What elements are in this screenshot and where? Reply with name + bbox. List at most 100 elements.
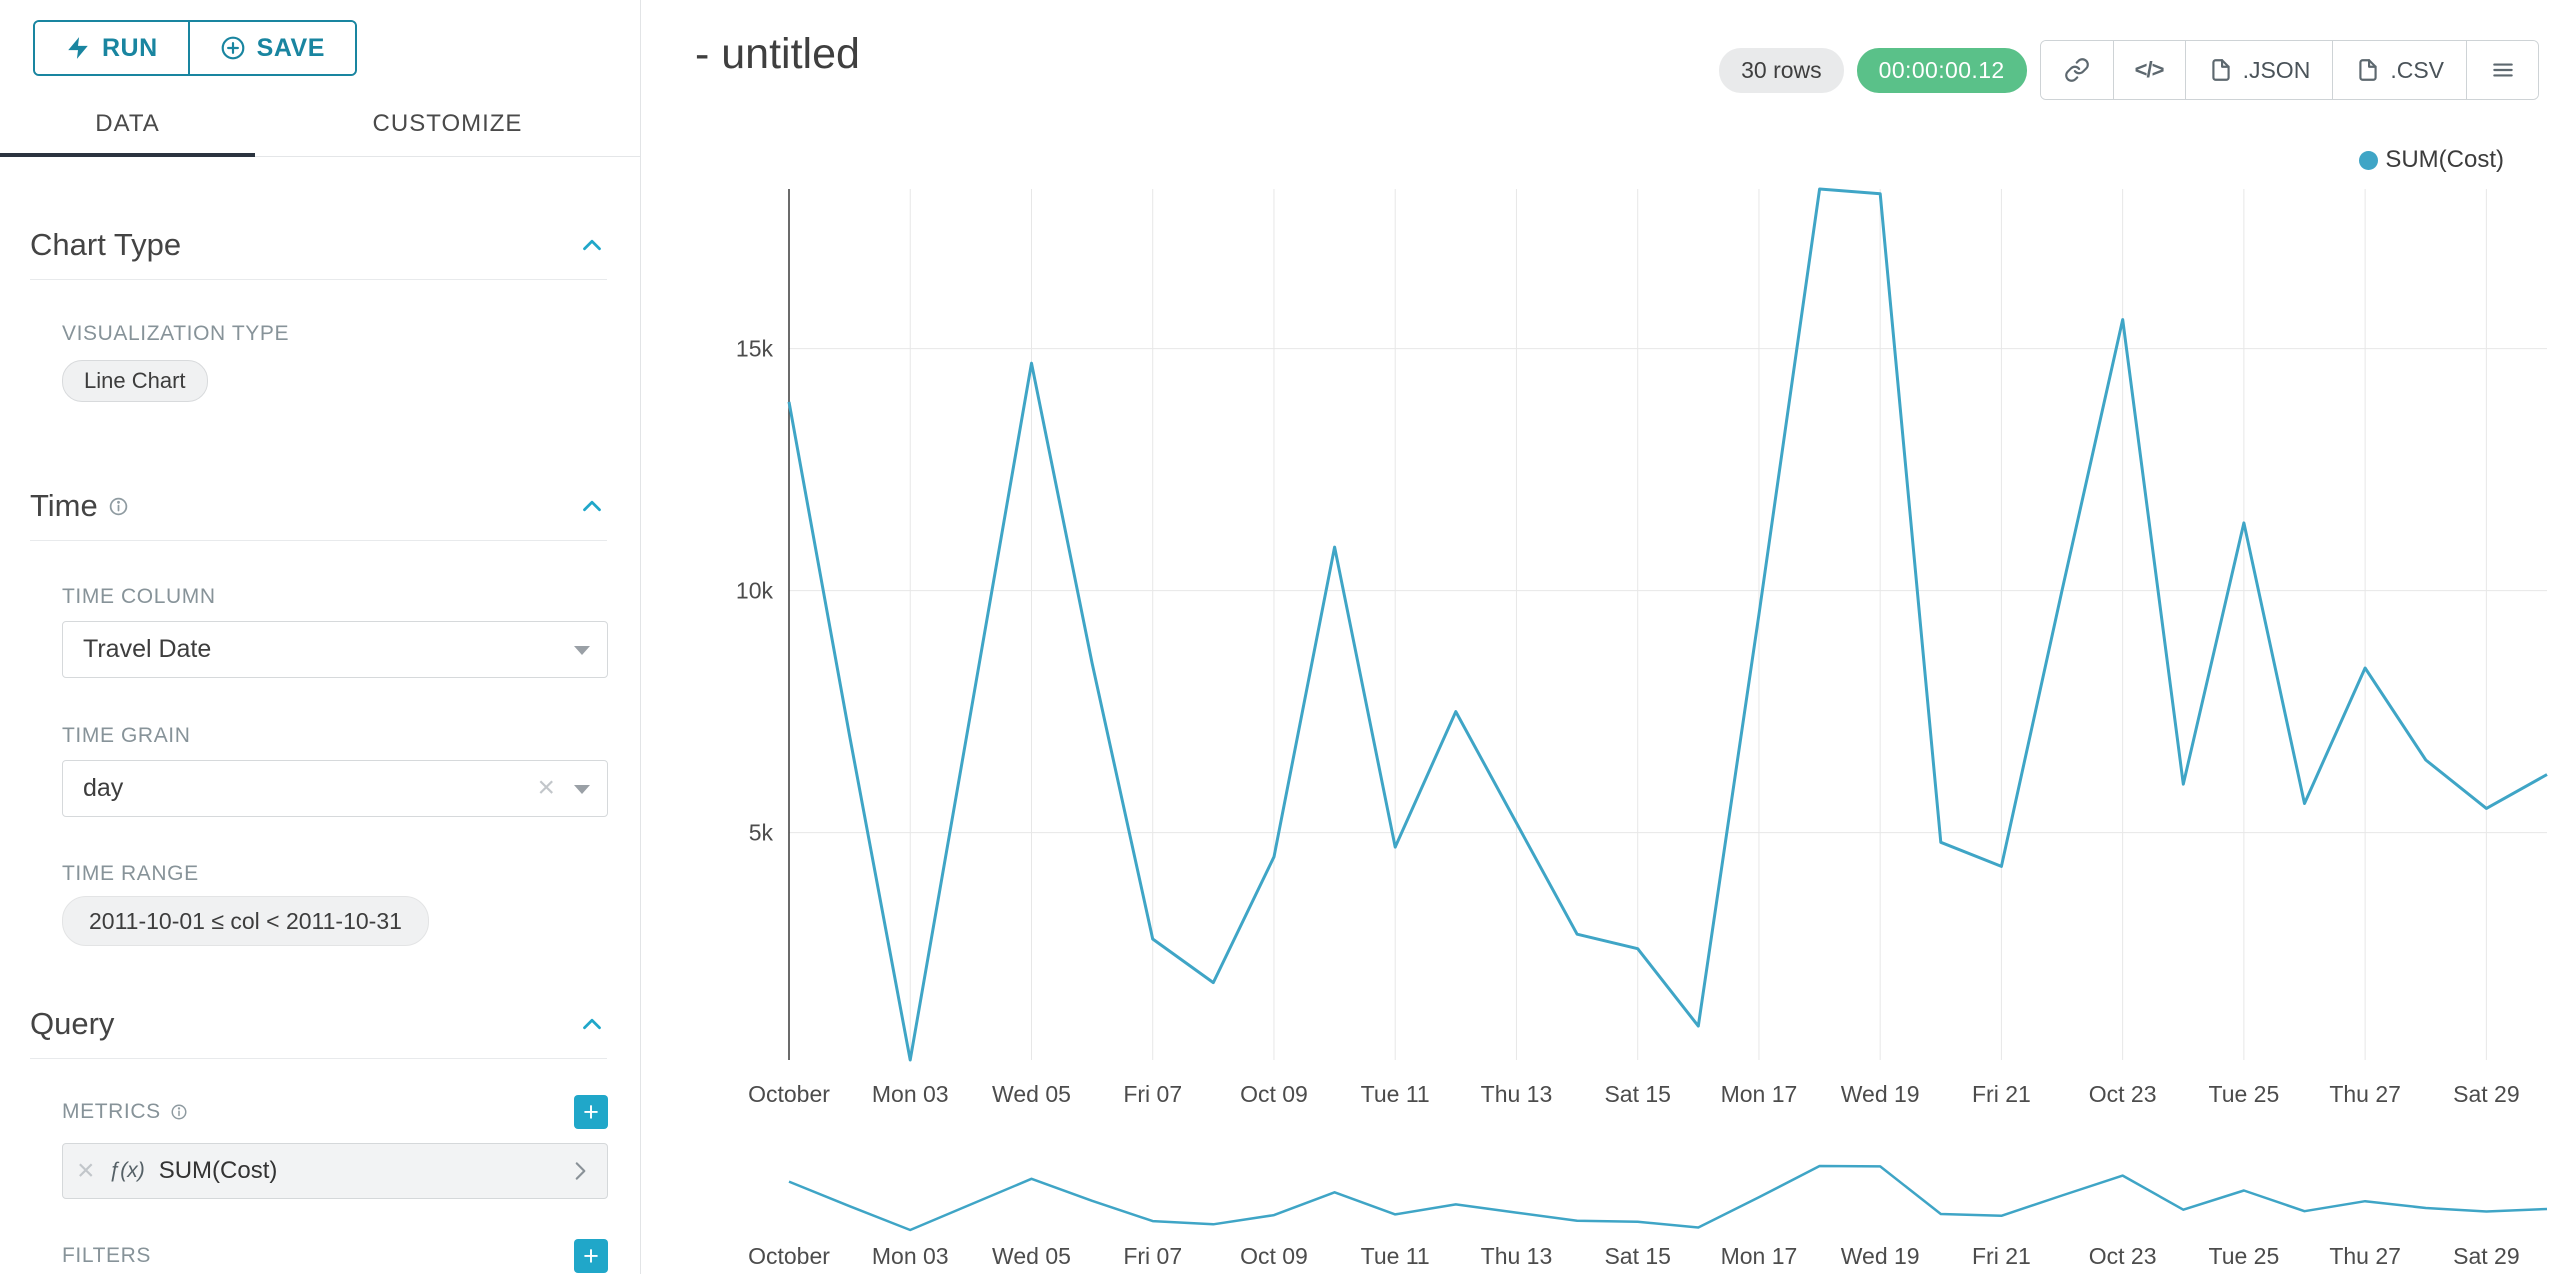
section-time-title: Time bbox=[30, 488, 98, 523]
link-icon bbox=[2064, 58, 2089, 82]
section-chart-type-header: Chart Type bbox=[30, 227, 607, 263]
svg-text:Oct 23: Oct 23 bbox=[2089, 1243, 2157, 1269]
remove-metric-icon[interactable]: × bbox=[77, 1154, 95, 1187]
svg-text:15k: 15k bbox=[736, 336, 774, 362]
time-column-select[interactable]: Travel Date bbox=[62, 621, 608, 678]
svg-text:Thu 13: Thu 13 bbox=[1481, 1243, 1553, 1269]
metric-pill[interactable]: × ƒ(x) SUM(Cost) bbox=[62, 1143, 608, 1199]
chevron-up-icon[interactable] bbox=[577, 230, 607, 260]
time-range-pill[interactable]: 2011-10-01 ≤ col < 2011-10-31 bbox=[62, 896, 429, 946]
chart-title[interactable]: - untitled bbox=[695, 30, 860, 78]
chevron-up-icon[interactable] bbox=[577, 491, 607, 521]
section-query-header: Query bbox=[30, 1006, 607, 1042]
save-label: SAVE bbox=[256, 33, 325, 62]
brush-mini-chart[interactable]: October Mon 03 Wed 05 Fri 07 Oct 09 Tue 11 Thu… bbox=[642, 1140, 2576, 1274]
time-grain-select[interactable]: day × bbox=[62, 760, 608, 817]
svg-text:Tue 11: Tue 11 bbox=[1361, 1081, 1430, 1107]
caret-down-icon bbox=[574, 645, 590, 655]
info-icon bbox=[109, 497, 127, 515]
export-csv-label: .CSV bbox=[2390, 56, 2444, 83]
svg-text:Thu 27: Thu 27 bbox=[2329, 1081, 2401, 1107]
svg-text:Fri 21: Fri 21 bbox=[1972, 1081, 2031, 1107]
svg-text:Thu 27: Thu 27 bbox=[2329, 1243, 2401, 1269]
run-save-button-group: RUN SAVE bbox=[33, 20, 357, 76]
svg-text:Sat 15: Sat 15 bbox=[1604, 1081, 1671, 1107]
viz-type-value: Line Chart bbox=[84, 368, 186, 393]
hamburger-menu-icon bbox=[2492, 63, 2513, 77]
time-range-label: TIME RANGE bbox=[62, 862, 199, 885]
svg-text:Wed 05: Wed 05 bbox=[992, 1081, 1071, 1107]
section-time-header: Time bbox=[30, 488, 607, 524]
svg-text:October: October bbox=[748, 1081, 830, 1107]
tab-customize[interactable]: CUSTOMIZE bbox=[255, 92, 640, 156]
svg-text:Sat 29: Sat 29 bbox=[2453, 1081, 2520, 1107]
file-icon bbox=[2211, 59, 2230, 81]
caret-down-icon bbox=[574, 784, 590, 794]
svg-text:Sat 15: Sat 15 bbox=[1604, 1243, 1671, 1269]
svg-text:Mon 03: Mon 03 bbox=[872, 1243, 949, 1269]
chevron-right-icon[interactable] bbox=[567, 1158, 593, 1184]
code-icon: </> bbox=[2134, 57, 2165, 82]
bolt-icon bbox=[68, 37, 88, 59]
svg-text:Mon 17: Mon 17 bbox=[1721, 1081, 1798, 1107]
export-json-button[interactable]: .JSON bbox=[2184, 41, 2333, 99]
metric-name: SUM(Cost) bbox=[158, 1157, 278, 1184]
time-column-value: Travel Date bbox=[83, 635, 212, 663]
divider bbox=[30, 540, 607, 541]
legend[interactable]: SUM(Cost) bbox=[2359, 146, 2504, 174]
metrics-row: METRICS + bbox=[62, 1095, 608, 1129]
short-link-button[interactable] bbox=[2040, 41, 2113, 99]
svg-text:October: October bbox=[748, 1243, 830, 1269]
control-sidebar: RUN SAVE DATA CUSTOMIZE Chart Type VISUA… bbox=[0, 0, 641, 1274]
tab-data-label: DATA bbox=[95, 110, 160, 137]
divider bbox=[30, 1058, 607, 1059]
save-button[interactable]: SAVE bbox=[187, 22, 355, 74]
svg-text:Wed 19: Wed 19 bbox=[1841, 1243, 1920, 1269]
svg-text:Wed 05: Wed 05 bbox=[992, 1243, 1071, 1269]
viz-type-pill[interactable]: Line Chart bbox=[62, 360, 208, 402]
filters-label: FILTERS bbox=[62, 1244, 151, 1267]
info-icon bbox=[171, 1104, 187, 1120]
section-query-title: Query bbox=[30, 1006, 115, 1041]
export-csv-button[interactable]: .CSV bbox=[2332, 41, 2466, 99]
svg-text:Fri 21: Fri 21 bbox=[1972, 1243, 2031, 1269]
main-line-chart[interactable]: 5k 10k 15k October Mon 03 Wed 05 Fri 07 Oct 09 T… bbox=[642, 140, 2576, 1130]
chevron-up-icon[interactable] bbox=[577, 1009, 607, 1039]
file-icon bbox=[2359, 59, 2377, 81]
svg-text:Tue 11: Tue 11 bbox=[1361, 1243, 1430, 1269]
menu-button[interactable] bbox=[2466, 41, 2538, 99]
plus-circle-icon bbox=[221, 36, 245, 60]
legend-dot bbox=[2359, 150, 2379, 170]
time-grain-value: day bbox=[83, 774, 124, 802]
divider bbox=[30, 279, 607, 280]
tab-data[interactable]: DATA bbox=[0, 92, 255, 157]
svg-text:Oct 23: Oct 23 bbox=[2089, 1081, 2157, 1107]
visualization-type-label: VISUALIZATION TYPE bbox=[62, 322, 290, 345]
tab-customize-label: CUSTOMIZE bbox=[372, 110, 523, 137]
svg-text:Sat 29: Sat 29 bbox=[2453, 1243, 2520, 1269]
query-timer-badge: 00:00:00.12 bbox=[1856, 47, 2027, 93]
svg-text:Wed 19: Wed 19 bbox=[1841, 1081, 1920, 1107]
add-metric-button[interactable]: + bbox=[574, 1095, 608, 1129]
embed-code-button[interactable]: </> bbox=[2112, 41, 2185, 99]
add-filter-button[interactable]: + bbox=[574, 1239, 608, 1273]
clear-icon[interactable]: × bbox=[537, 770, 555, 804]
section-chart-type-title: Chart Type bbox=[30, 227, 182, 262]
svg-text:5k: 5k bbox=[749, 820, 774, 846]
panel-tabs: DATA CUSTOMIZE bbox=[0, 92, 640, 157]
svg-text:Oct 09: Oct 09 bbox=[1240, 1243, 1308, 1269]
run-label: RUN bbox=[102, 33, 158, 62]
svg-text:Oct 09: Oct 09 bbox=[1240, 1081, 1308, 1107]
time-range-value: 2011-10-01 ≤ col < 2011-10-31 bbox=[89, 907, 402, 934]
svg-text:Fri 07: Fri 07 bbox=[1123, 1081, 1182, 1107]
svg-text:Mon 17: Mon 17 bbox=[1721, 1243, 1798, 1269]
function-icon: ƒ(x) bbox=[108, 1159, 145, 1182]
svg-text:10k: 10k bbox=[736, 578, 774, 604]
svg-text:Tue 25: Tue 25 bbox=[2209, 1081, 2280, 1107]
metrics-label: METRICS bbox=[62, 1100, 161, 1123]
time-grain-label: TIME GRAIN bbox=[62, 724, 191, 747]
legend-label: SUM(Cost) bbox=[2385, 146, 2504, 173]
row-count-badge: 30 rows bbox=[1719, 47, 1844, 93]
run-button[interactable]: RUN bbox=[35, 22, 188, 74]
